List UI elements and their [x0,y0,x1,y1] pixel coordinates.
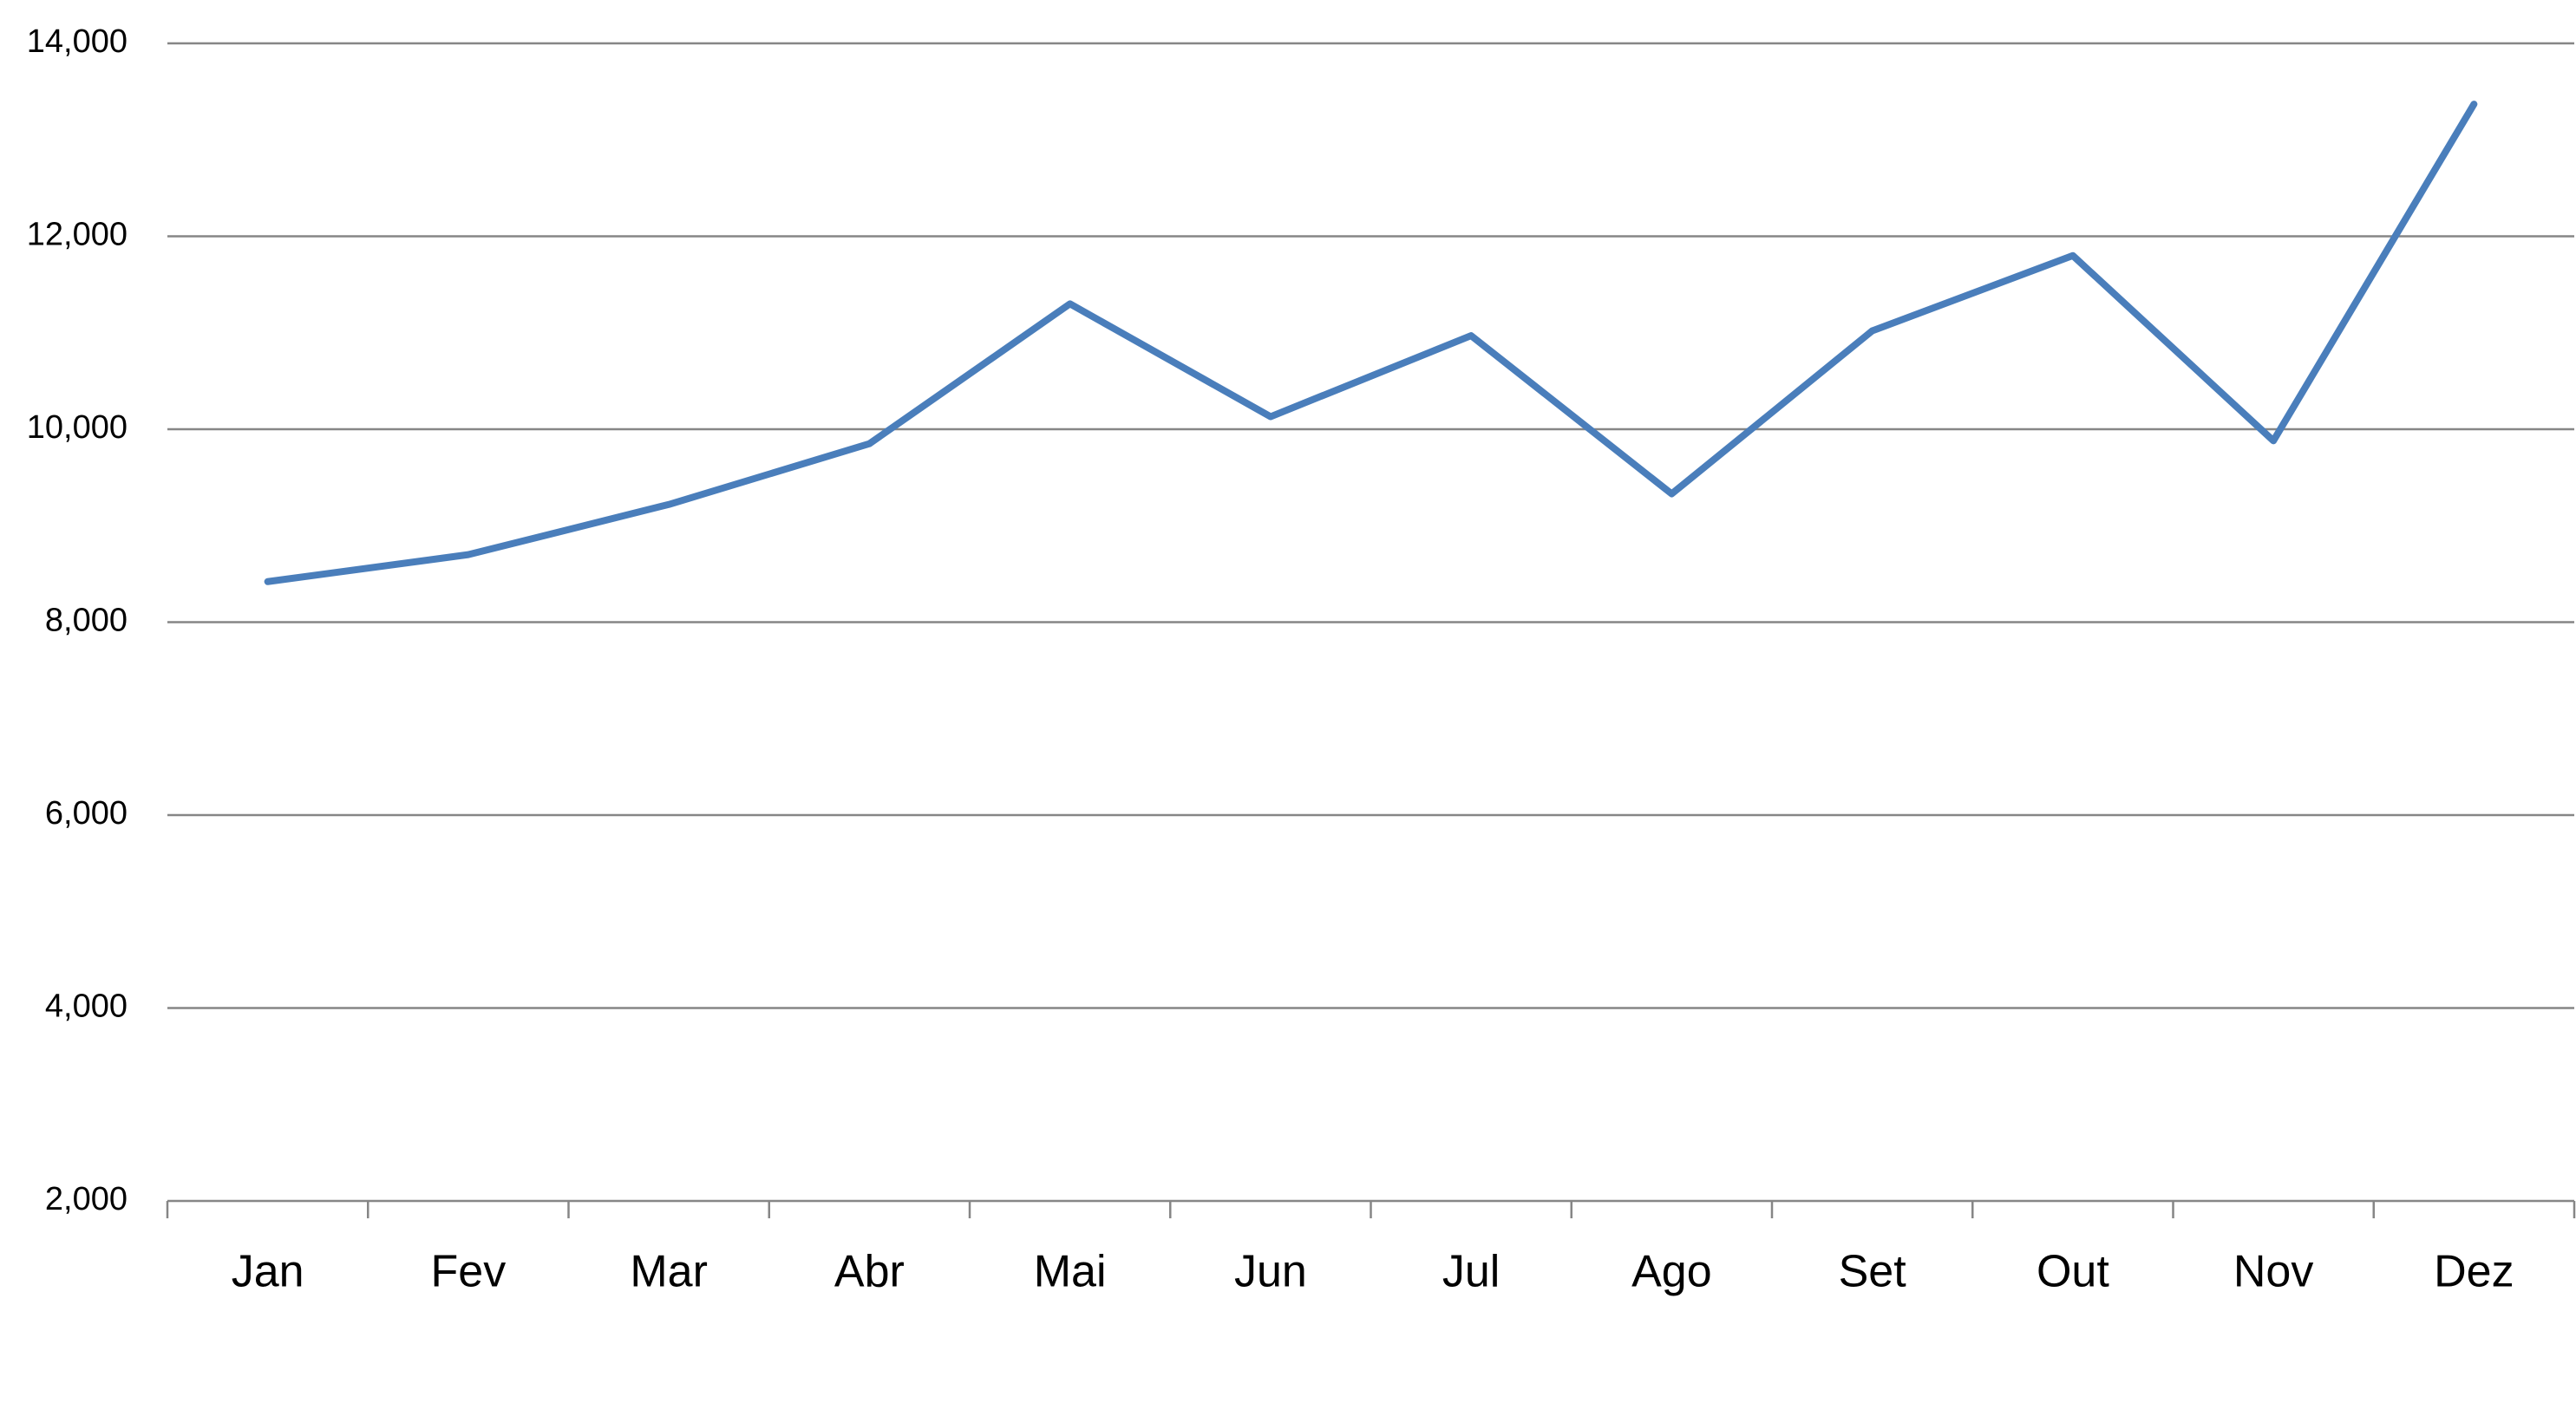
x-tick-label: Jun [1234,1247,1307,1297]
y-tick-label: 6,000 [45,795,127,832]
x-tick-label: Mai [1034,1247,1107,1297]
x-tick-label: Jan [232,1247,304,1297]
y-tick-label: 8,000 [45,603,127,639]
y-tick-label: 14,000 [27,23,127,60]
x-tick-label: Nov [2233,1247,2313,1297]
x-tick-label: Ago [1631,1247,1712,1297]
y-tick-label: 4,000 [45,989,127,1025]
y-tick-label: 10,000 [27,409,127,446]
x-tick-label: Fev [431,1247,507,1297]
x-tick-label: Abr [834,1247,905,1297]
x-tick-label: Mar [630,1247,708,1297]
x-tick-label: Set [1839,1247,1907,1297]
y-tick-label: 2,000 [45,1181,127,1217]
x-tick-label: Out [2037,1247,2109,1297]
x-tick-label: Dez [2434,1247,2514,1297]
y-tick-label: 12,000 [27,217,127,253]
x-tick-label: Jul [1442,1247,1500,1297]
data-line [264,101,2478,585]
